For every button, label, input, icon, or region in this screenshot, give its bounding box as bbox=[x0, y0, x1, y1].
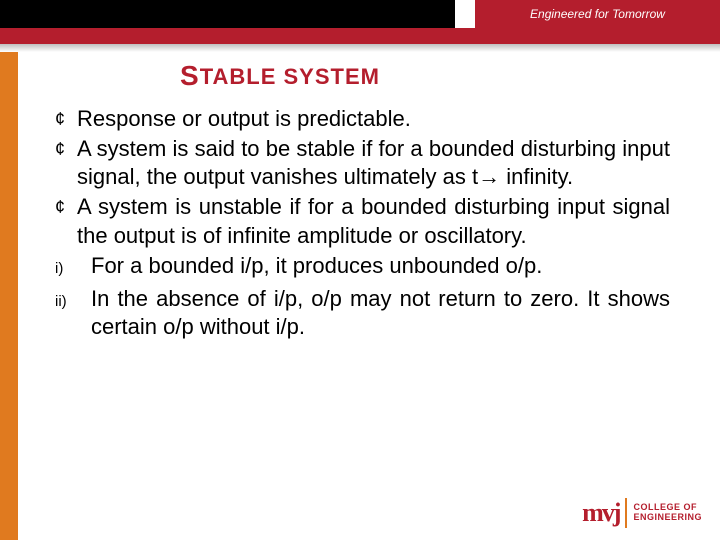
roman-text: In the absence of i/p, o/p may not retur… bbox=[91, 285, 670, 341]
header-black-bar bbox=[0, 0, 455, 28]
header-gap bbox=[455, 0, 475, 28]
bullet-item: ¢ A system is unstable if for a bounded … bbox=[55, 193, 670, 249]
header-shadow bbox=[0, 44, 720, 52]
left-accent-stripe bbox=[0, 52, 18, 540]
roman-marker: i) bbox=[55, 252, 91, 283]
roman-item: ii) In the absence of i/p, o/p may not r… bbox=[55, 285, 670, 341]
bullet-text: A system is said to be stable if for a b… bbox=[77, 135, 670, 191]
roman-text: For a bounded i/p, it produces unbounded… bbox=[91, 252, 670, 280]
logo-mark: mvj bbox=[582, 498, 619, 528]
header-tagline: Engineered for Tomorrow bbox=[475, 0, 720, 28]
bullet-item: ¢ A system is said to be stable if for a… bbox=[55, 135, 670, 191]
title-rest1: TABLE bbox=[200, 64, 277, 89]
college-logo: mvj COLLEGE OF ENGINEERING bbox=[582, 498, 702, 528]
bullet-item: ¢ Response or output is predictable. bbox=[55, 105, 670, 133]
tagline-text: Engineered for Tomorrow bbox=[530, 7, 665, 21]
roman-item: i) For a bounded i/p, it produces unboun… bbox=[55, 252, 670, 283]
title-initial: S bbox=[180, 60, 200, 91]
content-area: ¢ Response or output is predictable. ¢ A… bbox=[55, 105, 670, 343]
slide-title: STABLE SYSTEM bbox=[180, 60, 380, 92]
logo-divider bbox=[625, 498, 627, 528]
header-red-bar bbox=[0, 28, 720, 44]
title-rest2: SYSTEM bbox=[276, 64, 380, 89]
bullet-marker: ¢ bbox=[55, 193, 77, 221]
roman-marker: ii) bbox=[55, 285, 91, 316]
logo-line2: ENGINEERING bbox=[633, 513, 702, 523]
bullet-text: Response or output is predictable. bbox=[77, 105, 670, 133]
bullet-text: A system is unstable if for a bounded di… bbox=[77, 193, 670, 249]
logo-text: COLLEGE OF ENGINEERING bbox=[633, 503, 702, 523]
bullet-marker: ¢ bbox=[55, 135, 77, 163]
bullet-marker: ¢ bbox=[55, 105, 77, 133]
